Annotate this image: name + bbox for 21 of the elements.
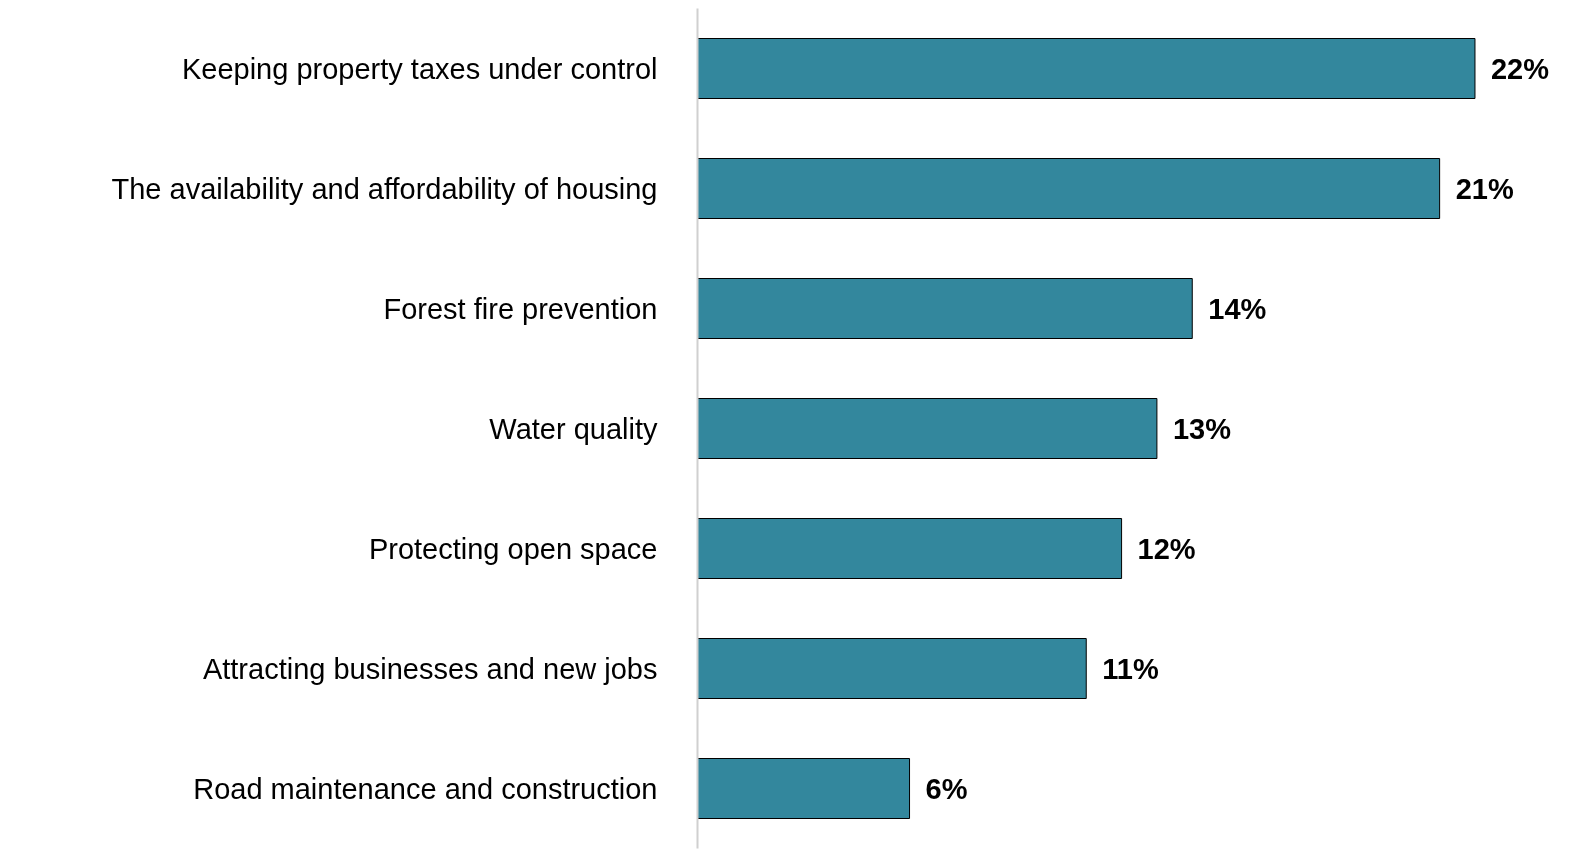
bar [697,398,1158,459]
data-label: 14% [1208,292,1267,325]
bar [697,758,911,819]
y-tick-label: Attracting businesses and new jobs [202,652,658,685]
y-tick-label: Forest fire prevention [383,292,658,325]
bar [697,158,1441,219]
y-tick-label: Road maintenance and construction [193,772,658,805]
data-label: 12% [1137,532,1196,565]
data-label: 11% [1102,652,1159,685]
y-tick-label: Water quality [489,412,658,445]
data-label: 13% [1172,412,1232,445]
bar [697,518,1123,579]
bar [697,278,1193,339]
y-tick-label: The availability and affordability of housing [111,172,658,205]
data-label: 21% [1455,172,1514,205]
y-tick-label: Keeping property taxes under control [181,52,658,85]
data-label: 6% [925,772,968,805]
y-tick-label: Protecting open space [368,532,658,565]
bar [697,38,1476,99]
data-label: 22% [1490,52,1550,85]
bar [697,638,1087,699]
